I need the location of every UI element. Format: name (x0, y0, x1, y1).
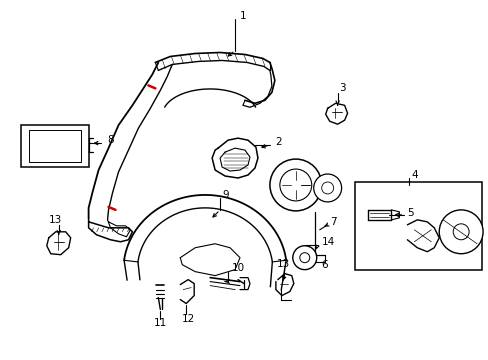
Bar (21, 125, 88, 167)
Text: 5: 5 (407, 208, 413, 218)
Text: 9: 9 (222, 190, 228, 200)
Circle shape (299, 253, 309, 263)
Circle shape (292, 246, 316, 270)
Text: 2: 2 (274, 137, 281, 147)
Text: 7: 7 (329, 217, 336, 227)
Text: 6: 6 (321, 260, 327, 270)
Text: 14: 14 (321, 237, 334, 247)
Bar (29, 130, 81, 162)
Circle shape (313, 174, 341, 202)
Text: 4: 4 (410, 170, 417, 180)
Text: 8: 8 (107, 135, 114, 145)
Text: 13: 13 (277, 259, 290, 269)
Text: 1: 1 (240, 11, 246, 21)
Circle shape (321, 182, 333, 194)
Text: 10: 10 (232, 263, 244, 273)
Bar (354, 182, 481, 270)
Text: 11: 11 (153, 319, 166, 328)
Circle shape (279, 169, 311, 201)
Text: 12: 12 (181, 314, 194, 324)
Text: 13: 13 (49, 215, 62, 225)
Circle shape (452, 224, 468, 240)
Circle shape (438, 210, 482, 254)
Circle shape (269, 159, 321, 211)
Text: 3: 3 (339, 84, 346, 93)
